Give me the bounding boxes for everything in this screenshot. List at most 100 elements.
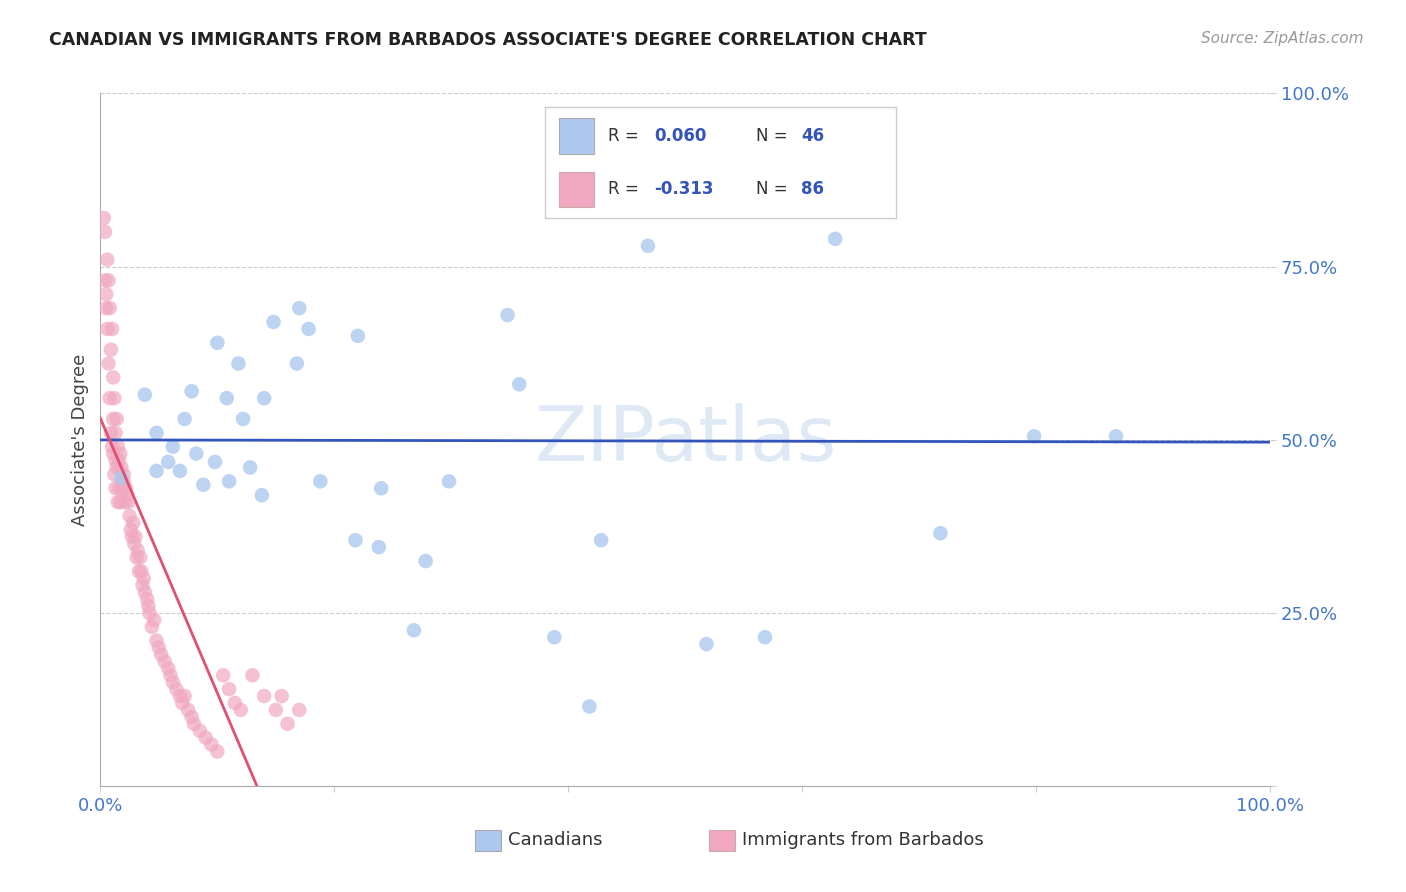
Point [1022, 429, 1045, 443]
Point [157, 661, 180, 675]
Point [159, 668, 181, 682]
Point [172, 696, 194, 710]
Point [200, 738, 222, 752]
Point [118, 508, 141, 523]
Point [285, 357, 308, 371]
Point [183, 716, 205, 731]
Point [103, 412, 125, 426]
Point [543, 630, 565, 644]
Point [188, 723, 211, 738]
Point [103, 467, 125, 482]
FancyBboxPatch shape [560, 171, 595, 207]
Point [169, 464, 191, 478]
Point [114, 495, 136, 509]
Point [136, 599, 159, 613]
Point [637, 239, 659, 253]
Point [270, 689, 292, 703]
Text: -0.313: -0.313 [654, 180, 713, 198]
Point [101, 440, 124, 454]
Point [162, 675, 184, 690]
Point [162, 440, 184, 454]
Point [415, 554, 437, 568]
Text: Source: ZipAtlas.com: Source: ZipAtlas.com [1201, 31, 1364, 46]
Point [104, 425, 127, 440]
Point [94, 225, 117, 239]
Point [169, 689, 191, 703]
Point [177, 703, 200, 717]
Point [193, 477, 215, 491]
Y-axis label: Associate's Degree: Associate's Degree [72, 353, 89, 526]
Point [215, 391, 238, 405]
Point [115, 481, 138, 495]
Point [207, 744, 229, 758]
Point [1105, 429, 1128, 443]
Point [228, 357, 250, 371]
Point [263, 315, 285, 329]
Point [194, 731, 217, 745]
Point [138, 606, 160, 620]
Point [148, 640, 170, 655]
Text: Immigrants from Barbados: Immigrants from Barbados [741, 831, 983, 849]
Point [93, 211, 115, 225]
Point [124, 536, 146, 550]
Point [367, 540, 389, 554]
Point [128, 565, 150, 579]
Point [344, 533, 367, 548]
Point [824, 232, 846, 246]
Point [150, 648, 173, 662]
Point [186, 447, 208, 461]
Point [143, 613, 166, 627]
Point [141, 620, 163, 634]
Point [127, 543, 149, 558]
Text: R =: R = [609, 180, 644, 198]
Point [145, 464, 167, 478]
Point [103, 370, 125, 384]
Point [105, 412, 128, 426]
Point [94, 273, 117, 287]
Point [672, 197, 695, 211]
Point [117, 488, 139, 502]
Point [108, 453, 131, 467]
Point [253, 689, 276, 703]
Point [180, 710, 202, 724]
Point [124, 530, 146, 544]
Point [370, 481, 392, 495]
Point [107, 440, 129, 454]
Point [104, 481, 127, 495]
Point [165, 682, 187, 697]
FancyBboxPatch shape [709, 830, 734, 851]
Point [121, 530, 143, 544]
Point [437, 475, 460, 489]
Point [98, 391, 121, 405]
FancyBboxPatch shape [560, 119, 595, 153]
Point [242, 668, 264, 682]
Point [110, 471, 132, 485]
Point [134, 388, 156, 402]
Point [145, 633, 167, 648]
Point [103, 447, 125, 461]
Point [250, 488, 273, 502]
Point [695, 637, 717, 651]
Point [112, 467, 135, 482]
Point [508, 377, 530, 392]
Text: 86: 86 [801, 180, 824, 198]
Point [232, 412, 254, 426]
Point [309, 475, 332, 489]
Point [112, 475, 135, 489]
Point [110, 495, 132, 509]
Point [157, 455, 180, 469]
Point [253, 391, 276, 405]
Text: ZIPatlas: ZIPatlas [534, 403, 837, 476]
FancyBboxPatch shape [475, 830, 501, 851]
Text: Canadians: Canadians [508, 831, 602, 849]
Point [111, 481, 134, 495]
Point [110, 447, 132, 461]
Text: 0.060: 0.060 [654, 127, 706, 145]
Point [100, 343, 122, 357]
Point [578, 699, 600, 714]
Point [97, 273, 120, 287]
Point [108, 481, 131, 495]
Text: R =: R = [609, 127, 644, 145]
Point [264, 703, 287, 717]
Point [129, 550, 152, 565]
